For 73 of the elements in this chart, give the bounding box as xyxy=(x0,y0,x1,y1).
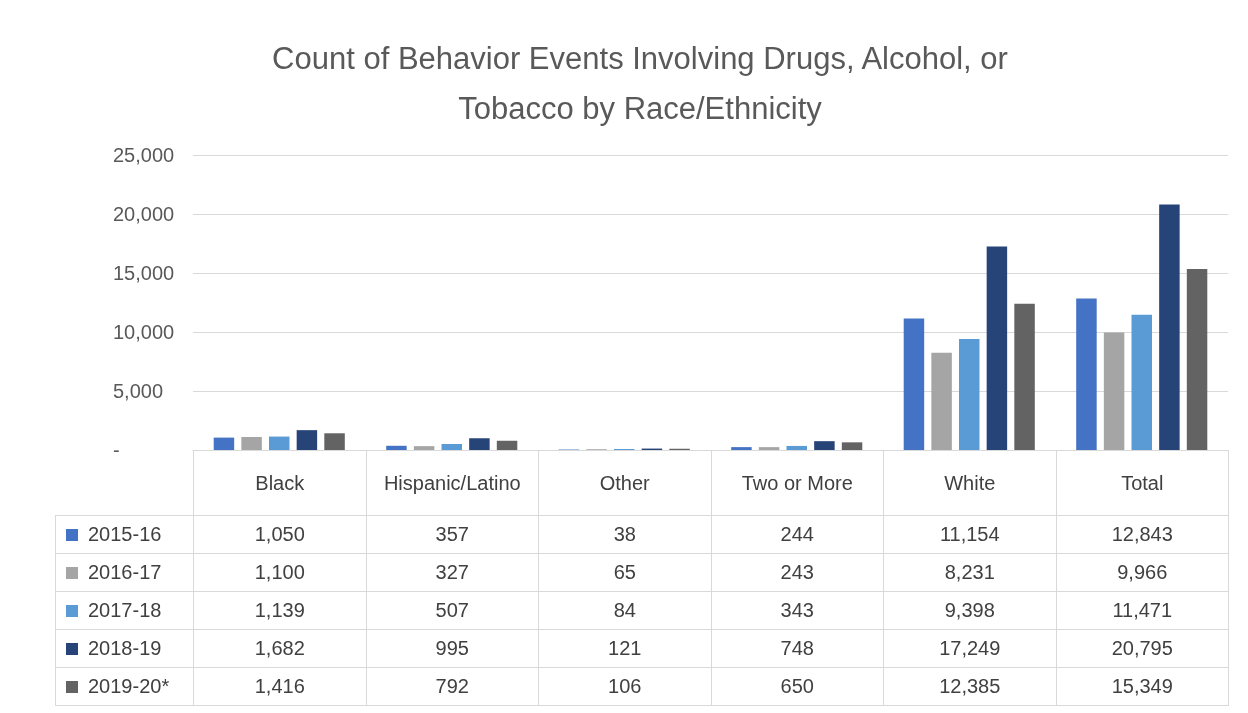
bar xyxy=(469,438,490,450)
data-label: 65 xyxy=(538,553,711,592)
data-label: 1,416 xyxy=(193,667,366,706)
bar xyxy=(441,444,462,450)
data-label: 343 xyxy=(711,591,884,630)
bar xyxy=(324,433,345,450)
data-label: 38 xyxy=(538,515,711,554)
bar xyxy=(496,440,518,450)
x-tick-label: Black xyxy=(193,450,366,516)
data-label: 8,231 xyxy=(883,553,1056,592)
x-tick-label: White xyxy=(883,450,1056,516)
legend-label: 2018-19 xyxy=(55,629,194,668)
y-tick-label: 5,000 xyxy=(113,380,164,402)
data-label: 11,154 xyxy=(883,515,1056,554)
data-label: 995 xyxy=(366,629,539,668)
data-label: 9,966 xyxy=(1056,553,1229,592)
data-label: 12,385 xyxy=(883,667,1056,706)
data-label: 1,139 xyxy=(193,591,366,630)
bar xyxy=(758,447,780,450)
bar xyxy=(1014,303,1035,450)
data-label: 650 xyxy=(711,667,884,706)
data-label: 11,471 xyxy=(1056,591,1229,630)
x-tick-label: Hispanic/Latino xyxy=(366,450,539,516)
data-label: 17,249 xyxy=(883,629,1056,668)
bar xyxy=(1131,314,1152,450)
data-label: 507 xyxy=(366,591,539,630)
data-label: 20,795 xyxy=(1056,629,1229,668)
data-label: 357 xyxy=(366,515,539,554)
y-tick-label: 25,000 xyxy=(113,144,175,166)
data-label: 1,100 xyxy=(193,553,366,592)
bar xyxy=(731,447,752,450)
data-label: 792 xyxy=(366,667,539,706)
bar xyxy=(241,437,262,450)
x-tick-label: Total xyxy=(1056,450,1229,516)
bar xyxy=(786,445,807,450)
y-tick-label: 20,000 xyxy=(113,203,175,225)
bar xyxy=(1159,204,1180,450)
bar xyxy=(296,430,318,450)
bar xyxy=(986,246,1008,450)
chart-title: Count of Behavior Events Involving Drugs, Alcohol, or Tobacco by Race/Ethnicity xyxy=(271,40,1009,128)
data-label: 1,050 xyxy=(193,515,366,554)
bar xyxy=(959,339,980,450)
bar xyxy=(1076,298,1097,450)
bar xyxy=(213,437,235,450)
data-label: 84 xyxy=(538,591,711,630)
data-label: 244 xyxy=(711,515,884,554)
y-tick-label: 15,000 xyxy=(113,262,175,284)
bar xyxy=(386,445,407,450)
bar xyxy=(814,441,835,450)
data-label: 12,843 xyxy=(1056,515,1229,554)
x-tick-label: Other xyxy=(538,450,711,516)
x-tick-label: Two or More xyxy=(711,450,884,516)
bar xyxy=(1103,332,1125,450)
legend-label: 2016-17 xyxy=(55,553,194,592)
bar xyxy=(841,442,863,450)
data-label: 243 xyxy=(711,553,884,592)
legend-label: 2015-16 xyxy=(55,515,194,554)
data-label: 121 xyxy=(538,629,711,668)
data-label: 15,349 xyxy=(1056,667,1229,706)
data-label: 9,398 xyxy=(883,591,1056,630)
bar xyxy=(413,446,435,450)
y-tick-label: - xyxy=(113,439,120,461)
data-label: 1,682 xyxy=(193,629,366,668)
y-tick-label: 10,000 xyxy=(113,321,175,343)
bar xyxy=(269,436,290,450)
data-label: 106 xyxy=(538,667,711,706)
bar xyxy=(1186,268,1208,450)
legend-label: 2017-18 xyxy=(55,591,194,630)
bar xyxy=(903,318,925,450)
data-label: 327 xyxy=(366,553,539,592)
legend-label: 2019-20* xyxy=(55,667,194,706)
data-label: 748 xyxy=(711,629,884,668)
bar xyxy=(931,352,952,450)
